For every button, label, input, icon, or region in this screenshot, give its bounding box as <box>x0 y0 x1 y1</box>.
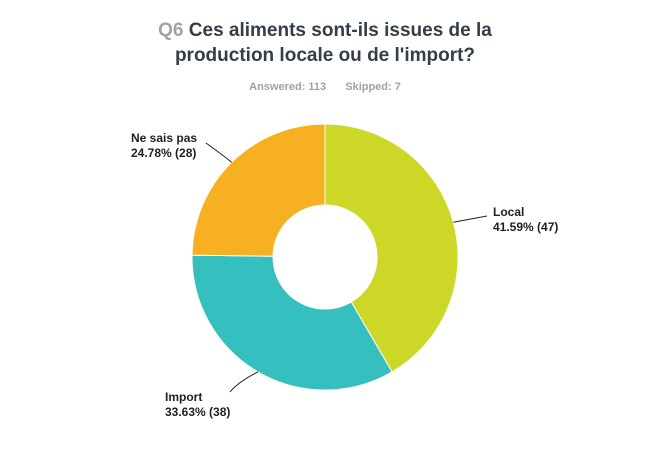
slice-ne-sais-pas[interactable] <box>191 123 326 257</box>
question-number: Q6 <box>158 20 184 41</box>
response-stats: Answered: 113 Skipped: 7 <box>0 81 650 93</box>
donut-slices <box>191 123 459 391</box>
skipped-count: Skipped: 7 <box>345 81 401 93</box>
chart-title: Q6 Ces aliments sont-ils issues de la pr… <box>0 18 650 68</box>
slice-import[interactable] <box>191 254 393 391</box>
slice-local[interactable] <box>324 123 459 373</box>
answered-count: Answered: 113 <box>249 81 327 93</box>
slice-label-local: Local 41.59% (47) <box>493 205 558 234</box>
slice-labels: Local 41.59% (47) Import 33.63% (38) Ne sais… <box>131 131 558 419</box>
title-text-line-1: Ces aliments sont-ils issues de la <box>188 20 492 41</box>
slice-label-ne-sais-pas: Ne sais pas 24.78% (28) <box>131 131 197 160</box>
slice-label-import: Import 33.63% (38) <box>165 390 230 419</box>
leader-line-import <box>229 371 259 393</box>
leader-line-local <box>453 215 488 223</box>
leader-line-ne-sais-pas <box>205 142 232 163</box>
title-line-1: Q6 Ces aliments sont-ils issues de la <box>0 18 650 43</box>
title-text-line-2: production locale ou de l'import? <box>174 45 476 66</box>
